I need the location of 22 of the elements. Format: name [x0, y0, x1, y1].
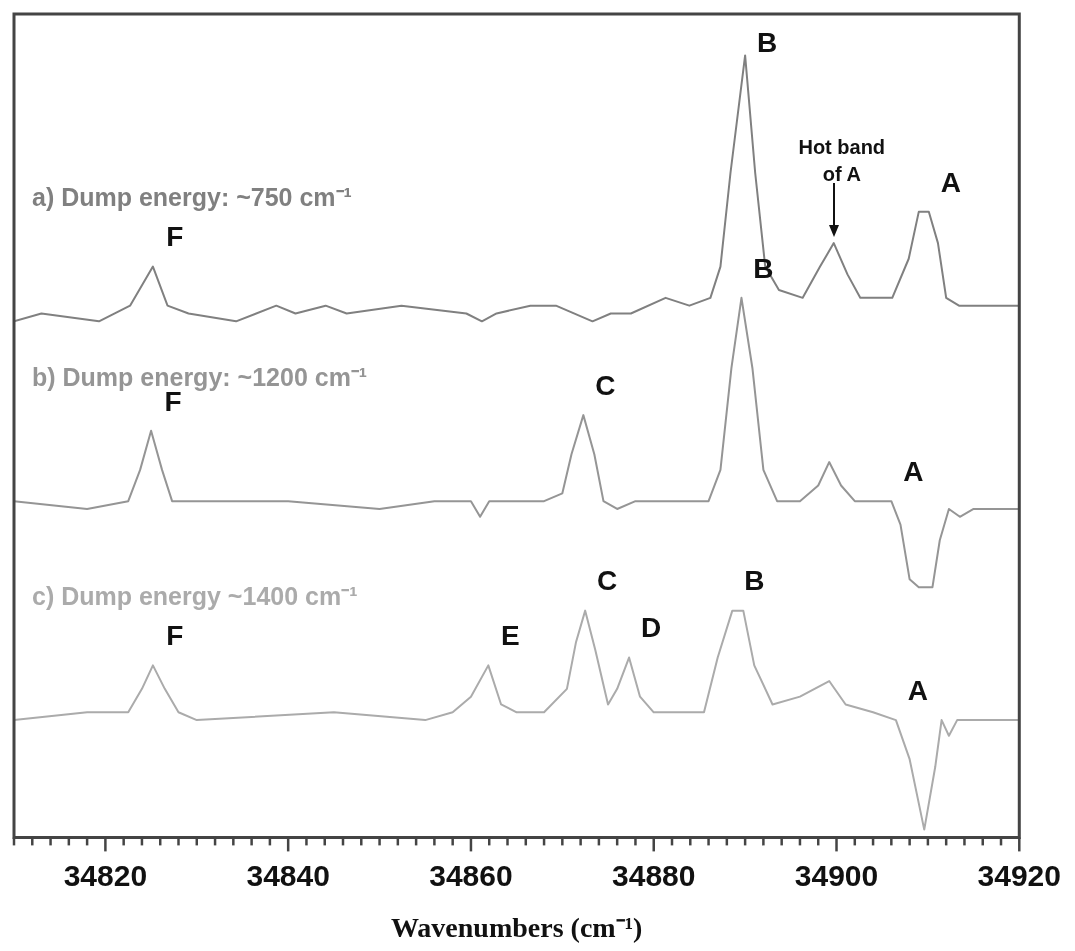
annotation: B: [753, 252, 774, 284]
text: a) Dump energy: ~750 cm⁻¹: [32, 183, 352, 212]
x-tick-label: 34920: [977, 858, 1062, 892]
x-tick-label: 34840: [246, 858, 330, 892]
annotation: A: [940, 166, 961, 198]
annotation: D: [640, 612, 662, 644]
annotation: Hot band of A: [798, 135, 886, 185]
x-tick-label: 34880: [612, 858, 696, 892]
annotation: A: [903, 455, 924, 487]
x-tick-label: 34860: [429, 858, 513, 892]
x-tick-label: 34820: [63, 858, 148, 892]
annotation: F: [166, 221, 184, 253]
annotation: B: [744, 565, 765, 597]
x-axis-title: Wavenumbers (cm⁻¹): [390, 912, 643, 944]
text: c) Dump energy ~1400 cm⁻¹: [32, 582, 358, 610]
x-tick-label: 34900: [794, 858, 879, 892]
annotation: C: [597, 565, 618, 597]
annotation: A: [907, 674, 929, 706]
annotation: B: [757, 26, 778, 58]
annotation: E: [500, 620, 520, 652]
annotation: F: [166, 620, 184, 652]
annotation: C: [595, 369, 616, 401]
